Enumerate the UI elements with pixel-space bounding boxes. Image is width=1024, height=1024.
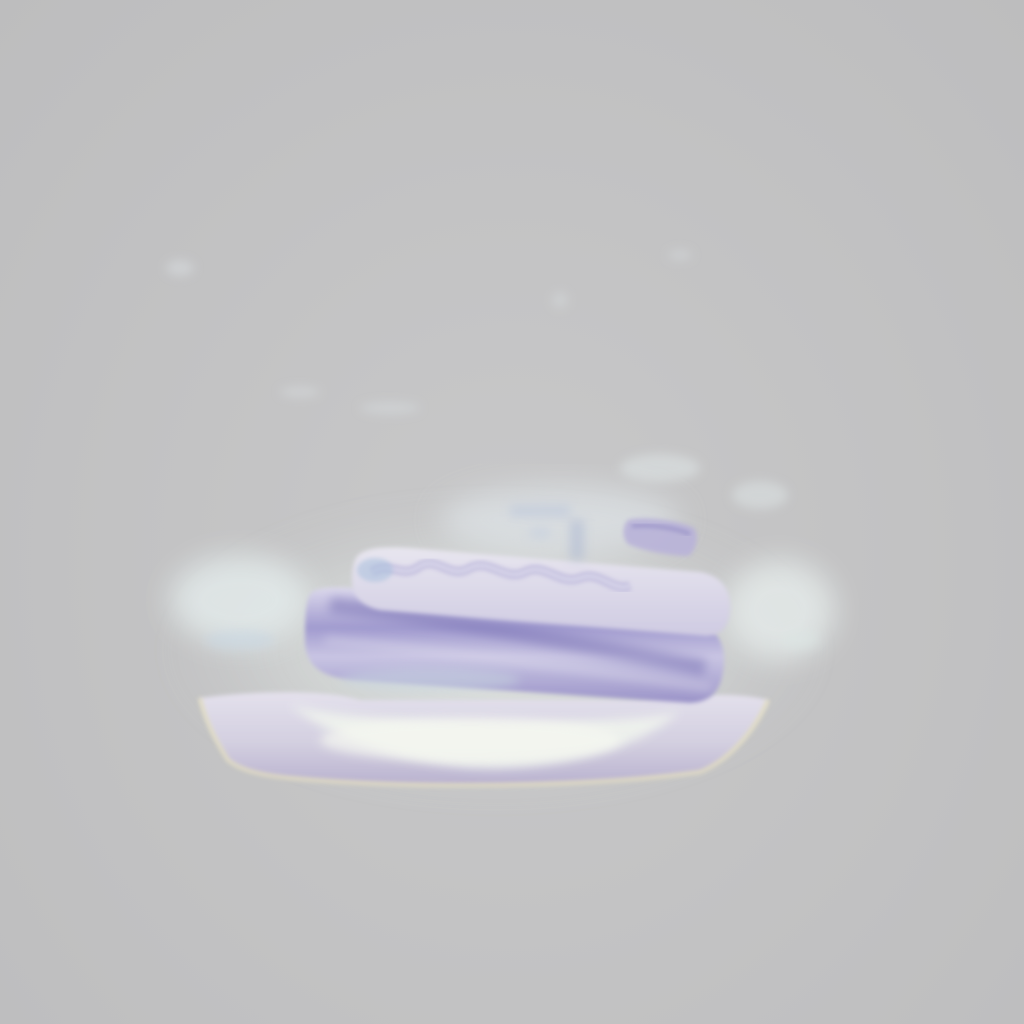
- background-haze: [166, 250, 788, 509]
- cake-topping: [623, 518, 697, 556]
- cake-top-layer: [352, 547, 731, 636]
- ghost-artifacts: [205, 505, 820, 692]
- plate: [198, 692, 770, 788]
